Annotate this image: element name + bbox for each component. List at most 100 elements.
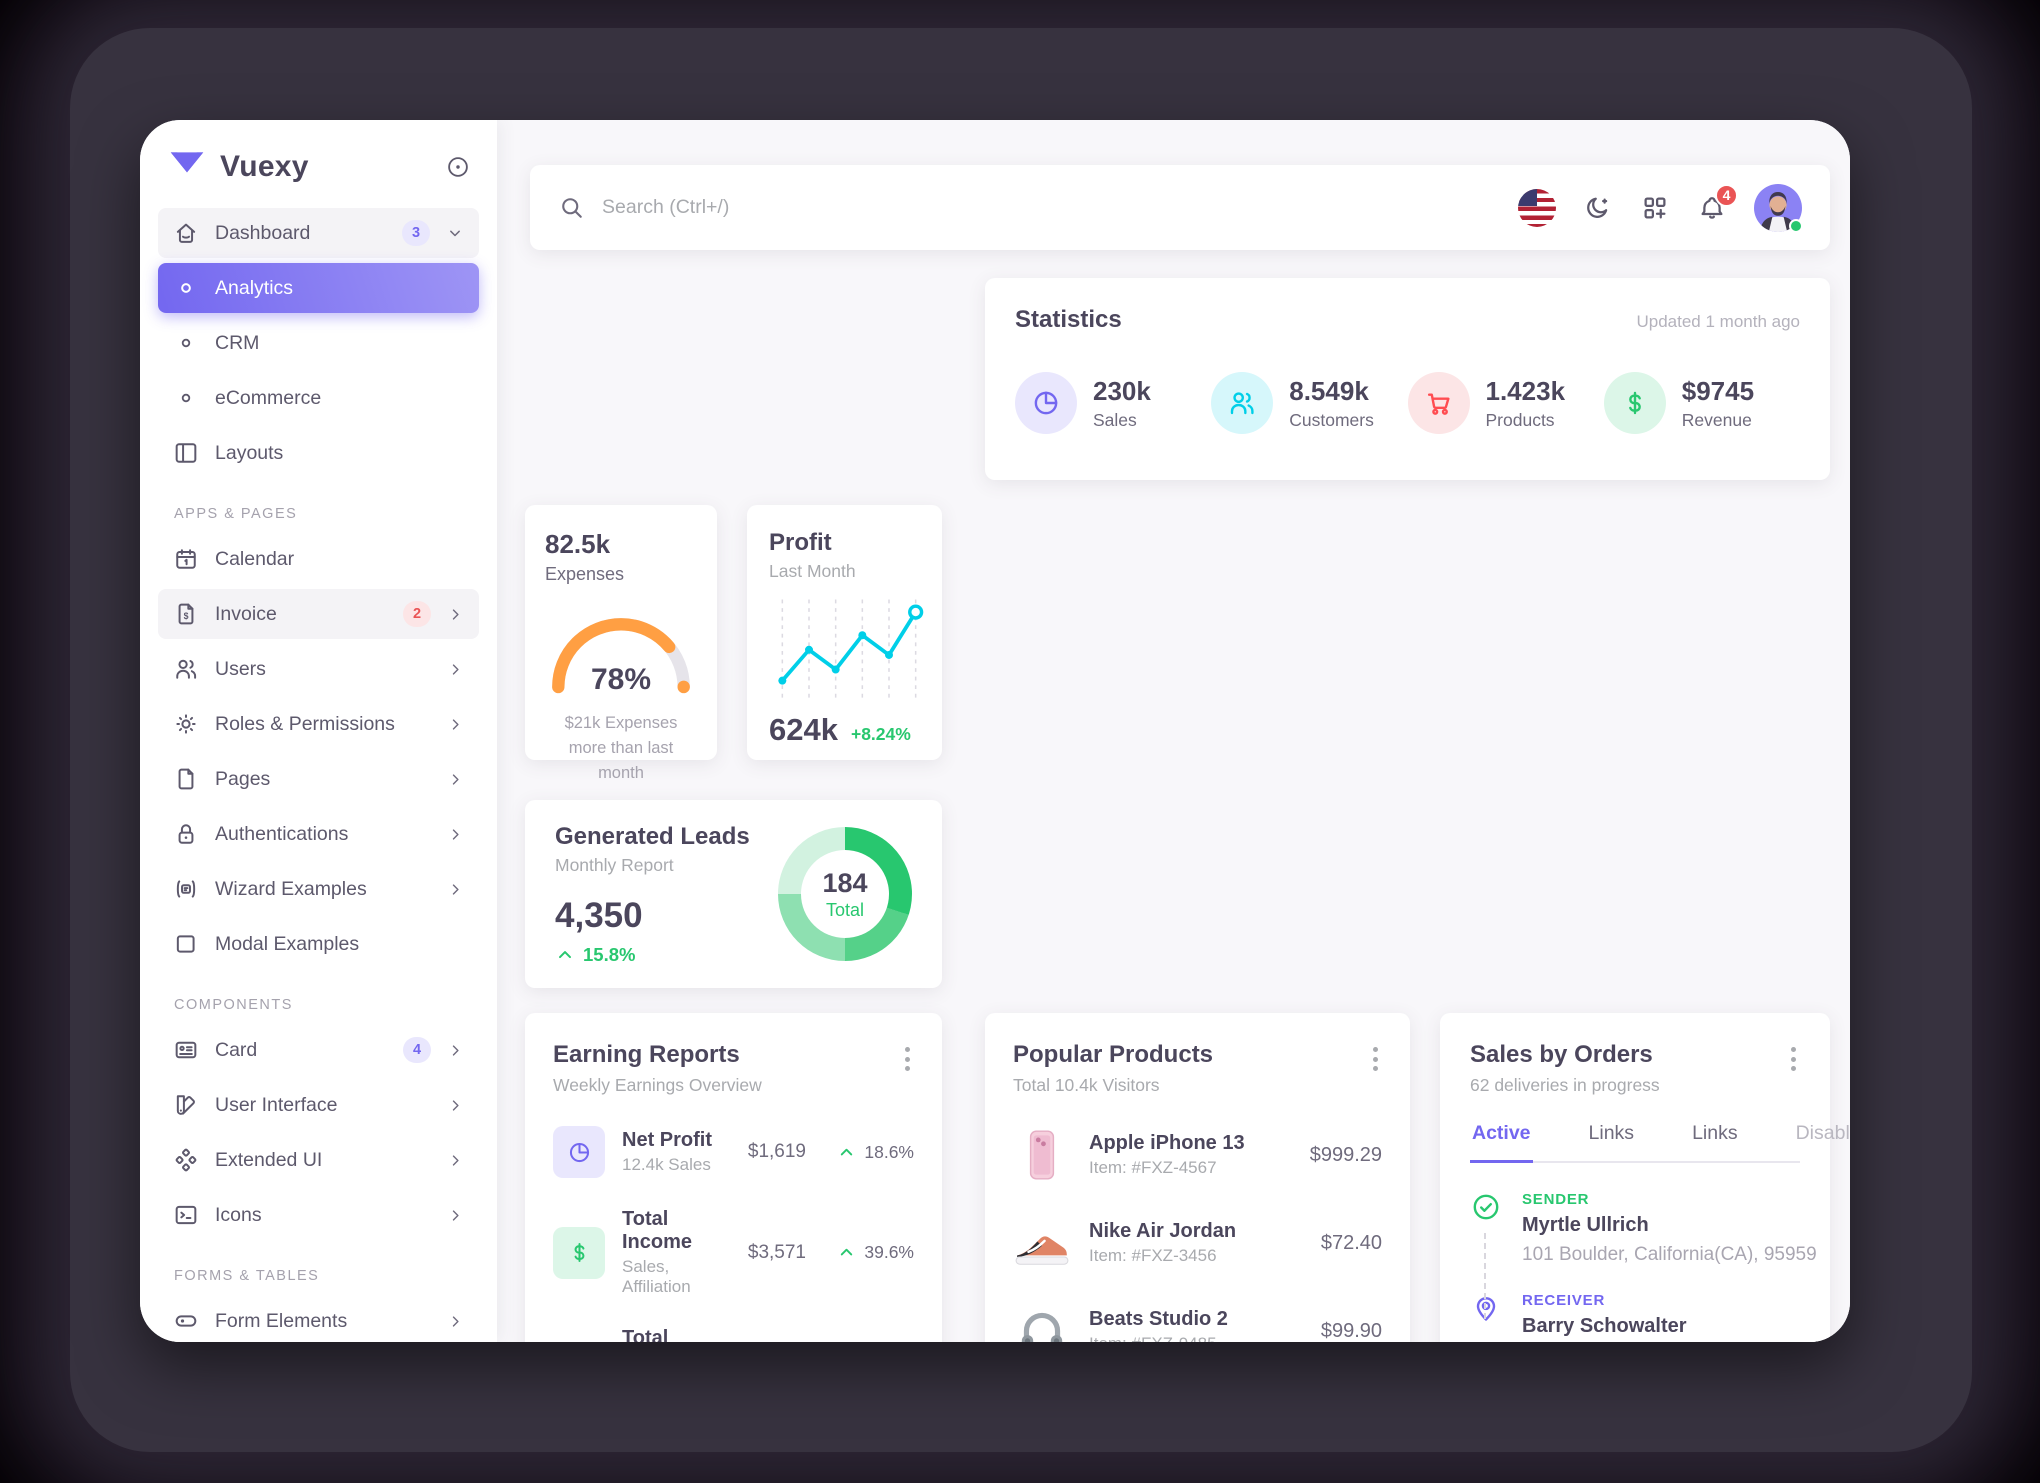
expenses-gauge-fill <box>552 618 690 694</box>
chevron-down-icon <box>445 223 465 243</box>
earning-row-pct: 39.6% <box>864 1242 914 1262</box>
language-flag-button[interactable] <box>1518 188 1556 227</box>
gear-icon <box>172 710 200 738</box>
product-row-beats[interactable]: Beats Studio 2 Item: #FXZ-9485 $99.90 <box>1013 1302 1382 1342</box>
kebab-menu-icon[interactable] <box>901 1041 914 1077</box>
vuexy-logo-icon <box>170 152 204 173</box>
file-dollar-icon: $ <box>172 600 200 628</box>
product-row-nike[interactable]: Nike Air Jordan Item: #FXZ-3456 $72.40 <box>1013 1214 1382 1272</box>
avatar-image <box>1754 183 1802 232</box>
search-input[interactable] <box>602 196 1102 219</box>
product-row-iphone[interactable]: Apple iPhone 13 Item: #FXZ-4567 $999.29 <box>1013 1126 1382 1184</box>
notification-badge: 4 <box>1715 183 1738 207</box>
timeline-receiver: RECEIVER Barry Schowalter 939 Orange, Ca… <box>1470 1292 1800 1342</box>
stat-sales: 230k Sales <box>1015 372 1211 434</box>
sidebar-item-dashboard[interactable]: Dashboard 3 <box>158 208 479 258</box>
chevron-right-icon <box>446 605 465 624</box>
products-title: Popular Products <box>1013 1041 1214 1068</box>
shortcuts-button[interactable] <box>1640 193 1670 223</box>
sidebar-item-card[interactable]: Card 4 <box>158 1025 479 1075</box>
earning-row-value: $3,571 <box>747 1241 806 1263</box>
sidebar-item-extended-ui[interactable]: Extended UI <box>158 1135 479 1185</box>
leads-value: 4,350 <box>555 895 643 935</box>
sidebar-item-users[interactable]: Users <box>158 644 479 694</box>
earning-row-net-profit: Net Profit 12.4k Sales $1,619 18.6% <box>553 1126 914 1178</box>
earning-row-title: Total Expenses <box>622 1327 669 1342</box>
brand: Vuexy <box>158 144 479 208</box>
sidebar-item-label: Form Elements <box>215 1309 348 1332</box>
sidebar-item-pages[interactable]: Pages <box>158 754 479 804</box>
sidebar-item-analytics[interactable]: Analytics <box>158 263 479 313</box>
circle-icon <box>172 329 200 357</box>
leads-subtitle: Monthly Report <box>555 854 674 875</box>
chart-pie-icon <box>1015 372 1077 434</box>
tab-disabled[interactable]: Disabled <box>1795 1122 1850 1144</box>
sidebar-item-user-interface[interactable]: User Interface <box>158 1080 479 1130</box>
search-bar[interactable] <box>558 194 1518 222</box>
sidebar-item-ecommerce[interactable]: eCommerce <box>158 373 479 423</box>
tab-links-1[interactable]: Links <box>1588 1122 1635 1144</box>
users-icon <box>172 655 200 683</box>
stat-revenue: $9745 Revenue <box>1603 372 1800 434</box>
currency-dollar-icon <box>1603 372 1666 434</box>
wizard-icon <box>172 875 200 903</box>
sidebar-item-modal-examples[interactable]: Modal Examples <box>158 919 479 969</box>
sidebar-item-wizard-examples[interactable]: Wizard Examples <box>158 864 479 914</box>
sidebar-item-roles-permissions[interactable]: Roles & Permissions <box>158 699 479 749</box>
tab-links-2[interactable]: Links <box>1692 1122 1738 1144</box>
sidebar-item-label: Invoice <box>215 602 277 625</box>
sidebar-item-label: Wizard Examples <box>215 877 367 900</box>
sidebar-item-authentications[interactable]: Authentications <box>158 809 479 859</box>
top-navbar: 4 <box>530 165 1830 250</box>
statistics-title: Statistics <box>1015 306 1122 333</box>
expenses-value: 82.5k <box>545 529 611 559</box>
earning-row-subtitle: 12.4k Sales <box>622 1155 711 1174</box>
profit-trend: +8.24% <box>850 724 911 744</box>
tab-active[interactable]: Active <box>1470 1122 1533 1163</box>
timeline-connector <box>1484 1233 1486 1319</box>
earning-row-subtitle: Sales, Affiliation <box>622 1257 691 1296</box>
main-content: 4 Statistics Updated 1 month ago 230k Sal… <box>497 120 1850 1342</box>
sidebar-item-label: Modal Examples <box>215 932 360 955</box>
square-icon <box>172 930 200 958</box>
kebab-menu-icon[interactable] <box>1369 1041 1382 1077</box>
chart-pie-icon <box>553 1126 605 1178</box>
sidebar-item-calendar[interactable]: Calendar <box>158 534 479 584</box>
profit-line-chart <box>778 599 924 701</box>
expenses-card: 82.5k Expenses 78% $21k Expenses more th… <box>525 505 717 782</box>
sidebar-item-label: User Interface <box>215 1093 338 1116</box>
generated-leads-card: Generated Leads Monthly Report 4,350 15.… <box>525 800 942 988</box>
statistics-card: Statistics Updated 1 month ago 230k Sales… <box>985 278 1830 480</box>
sidebar-item-label: Dashboard <box>215 221 311 244</box>
chevron-right-icon <box>446 1096 465 1115</box>
sidebar-item-layouts[interactable]: Layouts <box>158 428 479 478</box>
sidebar-item-icons[interactable]: Icons <box>158 1190 479 1240</box>
sidebar-item-crm[interactable]: CRM <box>158 318 479 368</box>
earning-row-pct: 18.6% <box>864 1141 914 1162</box>
sidebar-item-label: Extended UI <box>215 1148 323 1171</box>
timeline-name: Barry Schowalter <box>1522 1315 1687 1337</box>
user-avatar[interactable] <box>1754 183 1803 233</box>
stat-label: Revenue <box>1681 409 1752 430</box>
nav-pin-icon[interactable] <box>445 154 471 180</box>
sidebar-item-label: Analytics <box>215 276 294 299</box>
orders-title: Sales by Orders <box>1470 1041 1653 1068</box>
product-name: Apple iPhone 13 <box>1089 1132 1245 1154</box>
profit-card: Profit Last Month 624k +8.24% <box>747 505 942 760</box>
users-icon <box>1211 372 1274 434</box>
popular-products-card: Popular Products Total 10.4k Visitors Ap… <box>985 1013 1410 1342</box>
stat-customers: 8.549k Customers <box>1211 372 1407 434</box>
chevron-right-icon <box>446 1206 465 1225</box>
profit-title: Profit <box>769 529 832 556</box>
online-status-dot <box>1789 218 1803 233</box>
notifications-button[interactable]: 4 <box>1697 183 1738 223</box>
dark-mode-button[interactable] <box>1583 193 1613 223</box>
kebab-menu-icon[interactable] <box>1787 1041 1800 1077</box>
sidebar-item-form-elements[interactable]: Form Elements <box>158 1296 479 1342</box>
product-name: Nike Air Jordan <box>1089 1220 1237 1242</box>
sidebar-item-invoice[interactable]: $ Invoice 2 <box>158 589 479 639</box>
iphone-product-image <box>1013 1126 1071 1184</box>
orders-tabs: Active Links Links Disabled <box>1470 1122 1850 1163</box>
lock-icon <box>172 820 200 848</box>
moon-icon <box>1587 197 1608 218</box>
